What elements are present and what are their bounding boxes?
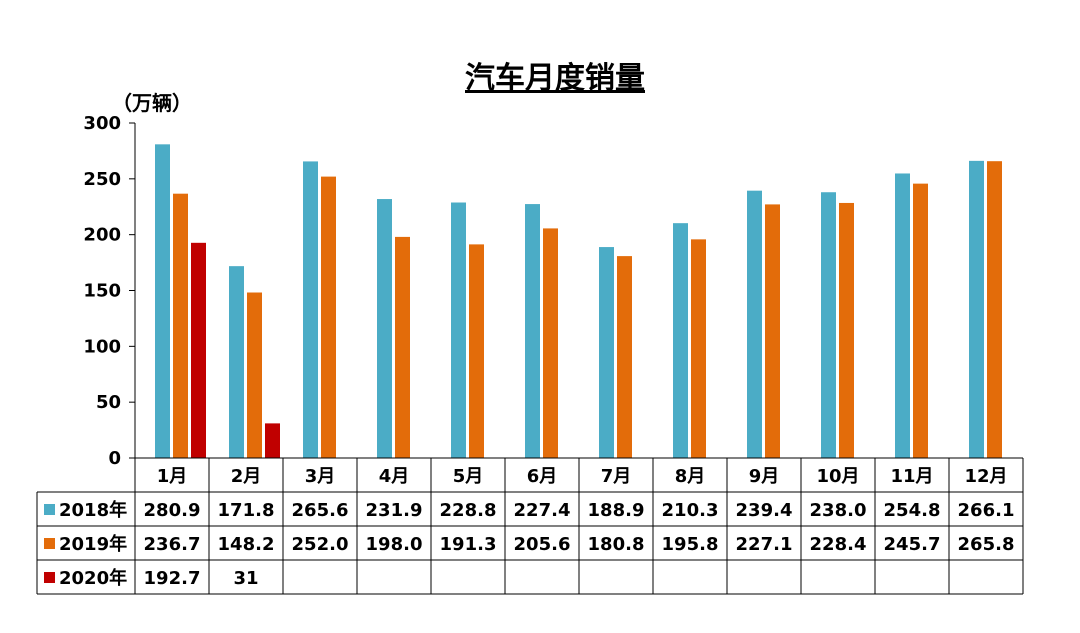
data-label: 266.1: [958, 500, 1015, 521]
bar: [377, 199, 392, 459]
bar: [673, 223, 688, 458]
bar: [525, 204, 540, 458]
data-label: 195.8: [662, 534, 719, 555]
bar: [543, 228, 558, 458]
data-label: 171.8: [218, 500, 275, 521]
data-label: 231.9: [366, 500, 423, 521]
category-label: 8月: [675, 466, 706, 487]
bar: [913, 183, 928, 458]
bar: [395, 236, 410, 458]
y-tick-label: 250: [83, 169, 121, 190]
bar: [303, 161, 318, 458]
y-axis-label: （万辆）: [112, 91, 192, 115]
bar: [617, 256, 632, 458]
legend-label: 2019年: [59, 533, 127, 555]
bar: [229, 266, 244, 458]
data-label: 180.8: [588, 534, 645, 555]
bar: [821, 192, 836, 458]
bar: [987, 161, 1002, 458]
bar: [247, 292, 262, 458]
y-tick-label: 100: [83, 336, 121, 357]
data-label: 228.8: [440, 500, 497, 521]
bars: [155, 144, 1002, 459]
data-label: 192.7: [144, 568, 201, 589]
bar: [451, 202, 466, 458]
bar: [321, 176, 336, 458]
bar: [173, 193, 188, 458]
data-label: 238.0: [810, 500, 867, 521]
bar: [265, 423, 280, 458]
category-label: 5月: [453, 466, 484, 487]
legend-swatch: [44, 572, 55, 583]
category-label: 11月: [890, 466, 933, 487]
y-tick-label: 200: [83, 225, 121, 246]
data-label: 205.6: [514, 534, 571, 555]
data-label: 228.4: [810, 534, 867, 555]
category-label: 12月: [964, 466, 1007, 487]
category-label: 3月: [305, 466, 336, 487]
data-label: 31: [233, 568, 258, 589]
y-tick-label: 300: [83, 113, 121, 134]
data-label: 191.3: [440, 534, 497, 555]
bar: [155, 144, 170, 458]
bar: [691, 239, 706, 458]
bar: [599, 247, 614, 458]
y-tick-label: 50: [96, 392, 121, 413]
data-label: 239.4: [736, 500, 793, 521]
y-tick-label: 150: [83, 281, 121, 302]
data-label: 280.9: [144, 500, 201, 521]
data-label: 236.7: [144, 534, 201, 555]
data-table: 1月 2月 3月 4月 5月 6月 7月 8月 9月 10月 11月 12月 2018年 280.9 171…: [36, 457, 1024, 595]
category-label: 10月: [816, 466, 859, 487]
category-label: 9月: [749, 466, 780, 487]
bar: [765, 204, 780, 458]
data-label: 252.0: [292, 534, 349, 555]
category-label: 7月: [601, 466, 632, 487]
category-label: 6月: [527, 466, 558, 487]
data-label: 210.3: [662, 500, 719, 521]
data-label: 254.8: [884, 500, 941, 521]
data-label: 227.4: [514, 500, 571, 521]
data-label: 265.6: [292, 500, 349, 521]
data-label: 227.1: [736, 534, 793, 555]
bar: [747, 190, 762, 459]
bar: [895, 173, 910, 458]
category-label: 4月: [379, 466, 410, 487]
bar: [969, 160, 984, 459]
legend-swatch: [44, 538, 55, 549]
data-label: 265.8: [958, 534, 1015, 555]
legend-label: 2018年: [59, 499, 127, 521]
bar: [469, 244, 484, 458]
data-label: 188.9: [588, 500, 645, 521]
legend-swatch: [44, 504, 55, 515]
data-label: 198.0: [366, 534, 423, 555]
data-label: 148.2: [218, 534, 275, 555]
y-axis-ticks: 0 50 100 150 200 250 300: [83, 113, 136, 469]
bar: [191, 242, 206, 458]
bar: [839, 202, 854, 458]
chart-title: 汽车月度销量: [465, 61, 645, 96]
y-tick-label: 0: [108, 448, 121, 469]
legend-label: 2020年: [59, 567, 127, 589]
category-label: 1月: [157, 466, 188, 487]
data-label: 245.7: [884, 534, 941, 555]
category-label: 2月: [231, 466, 262, 487]
